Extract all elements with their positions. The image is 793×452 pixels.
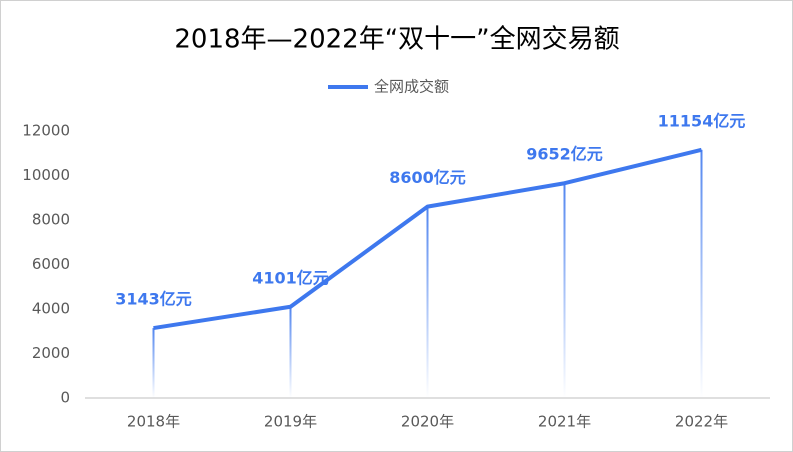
y-tick-label: 10000 xyxy=(22,166,70,184)
y-tick-label: 8000 xyxy=(32,211,70,229)
y-tick-label: 12000 xyxy=(22,122,70,140)
data-label: 3143亿元 xyxy=(115,290,192,309)
drop-line xyxy=(700,149,703,398)
data-label: 8600亿元 xyxy=(389,168,466,187)
chart-title: 2018年—2022年“双十一”全网交易额 xyxy=(174,25,619,55)
x-tick-label: 2021年 xyxy=(538,413,591,431)
legend-label: 全网成交额 xyxy=(374,78,449,96)
x-tick-label: 2018年 xyxy=(127,413,180,431)
y-tick-label: 2000 xyxy=(32,344,70,362)
drop-line xyxy=(426,206,429,398)
x-tick-label: 2019年 xyxy=(264,413,317,431)
drop-line xyxy=(563,183,566,398)
series-line xyxy=(153,147,702,331)
x-tick-label: 2020年 xyxy=(401,413,454,431)
data-label: 9652亿元 xyxy=(526,145,603,164)
drop-line xyxy=(152,328,155,398)
data-label: 4101亿元 xyxy=(252,268,329,287)
y-tick-label: 6000 xyxy=(32,255,70,273)
data-label: 11154亿元 xyxy=(658,111,746,130)
y-tick-label: 0 xyxy=(60,389,70,407)
y-tick-label: 4000 xyxy=(32,300,70,318)
x-tick-label: 2022年 xyxy=(675,413,728,431)
drop-line xyxy=(289,306,292,398)
